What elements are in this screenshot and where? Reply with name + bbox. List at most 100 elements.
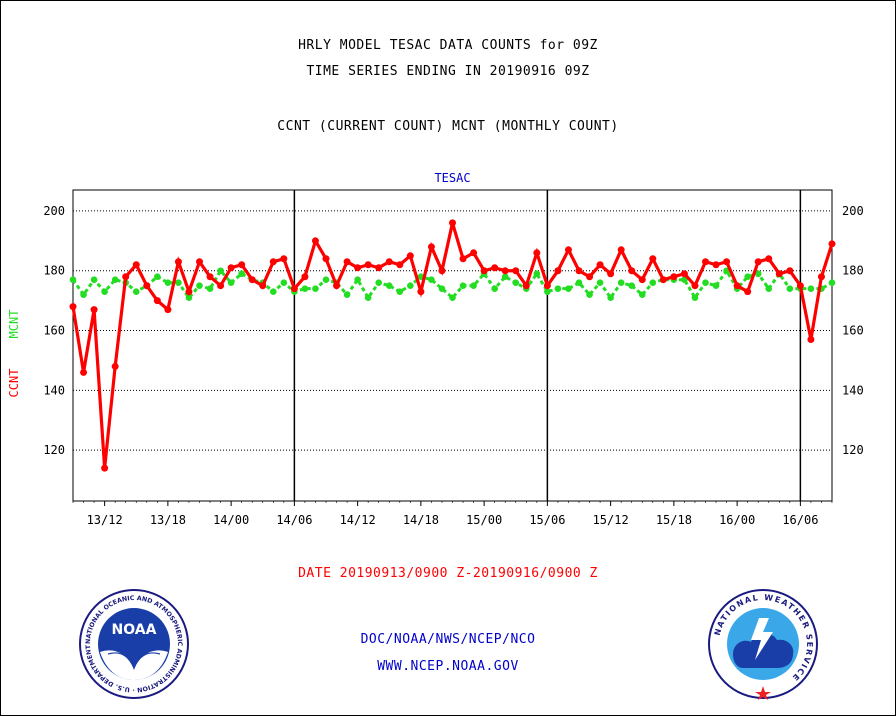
data-point-ccnt [196, 258, 203, 266]
data-point-ccnt [480, 267, 488, 275]
data-point-ccnt [301, 273, 309, 281]
data-point-ccnt [564, 246, 572, 254]
data-point-mcnt [786, 285, 794, 292]
data-point-mcnt [154, 273, 161, 281]
data-point-ccnt [712, 261, 720, 269]
data-point-mcnt [607, 294, 614, 301]
data-point-ccnt [449, 219, 456, 227]
data-point-ccnt [723, 258, 731, 266]
data-point-mcnt [101, 288, 108, 295]
data-point-mcnt [227, 279, 235, 287]
data-point-mcnt [206, 285, 214, 292]
chart-title-line-3: CCNT (CURRENT COUNT) MCNT (MONTHLY COUNT… [277, 119, 619, 134]
data-point-ccnt [596, 261, 604, 269]
data-point-ccnt [280, 255, 288, 263]
data-point-mcnt [438, 285, 446, 292]
data-point-ccnt [290, 285, 298, 293]
data-point-ccnt [80, 368, 88, 376]
data-point-mcnt [533, 270, 541, 278]
data-point-mcnt [428, 276, 435, 284]
url-label: WWW.NCEP.NOAA.GOV [377, 659, 519, 674]
data-point-ccnt [217, 282, 225, 290]
data-point-mcnt [765, 285, 773, 292]
data-point-mcnt [470, 282, 477, 289]
data-point-ccnt [533, 249, 541, 257]
org-label: DOC/NOAA/NWS/NCEP/NCO [360, 632, 536, 647]
data-point-mcnt [638, 291, 646, 298]
data-point-mcnt [491, 285, 498, 292]
data-point-mcnt [111, 276, 119, 284]
x-tick-label: 14/06 [276, 513, 312, 527]
data-point-ccnt [628, 267, 636, 275]
data-point-ccnt [607, 270, 615, 278]
data-point-mcnt [185, 294, 193, 301]
data-point-mcnt [449, 294, 456, 301]
data-point-ccnt [259, 282, 267, 290]
nws-logo: NATIONAL WEATHER SERVICE [708, 589, 818, 700]
x-tick-label: 14/18 [403, 513, 439, 527]
data-point-ccnt [375, 264, 383, 272]
data-point-ccnt [132, 261, 140, 269]
data-point-ccnt [406, 252, 414, 260]
x-tick-label: 14/12 [340, 513, 376, 527]
data-point-mcnt [407, 282, 414, 289]
data-point-mcnt [196, 282, 203, 289]
data-point-ccnt [385, 258, 393, 266]
data-point-ccnt [575, 267, 583, 275]
data-point-ccnt [227, 264, 235, 272]
data-point-ccnt [828, 240, 836, 248]
data-point-ccnt [680, 270, 688, 278]
data-point-mcnt [322, 276, 330, 284]
data-point-ccnt [459, 255, 467, 263]
data-point-ccnt [765, 255, 773, 263]
data-point-mcnt [807, 285, 815, 292]
date-range-label: DATE 20190913/0900 Z-20190916/0900 Z [298, 566, 598, 581]
data-point-ccnt [90, 306, 98, 314]
x-tick-label: 16/06 [782, 513, 818, 527]
data-point-mcnt [586, 291, 593, 298]
data-point-ccnt [744, 288, 752, 296]
data-point-ccnt [164, 306, 172, 314]
y-tick-label-left: 140 [43, 383, 65, 397]
data-point-mcnt [238, 270, 245, 278]
data-point-ccnt [775, 270, 783, 278]
data-point-ccnt [396, 261, 404, 269]
data-point-mcnt [80, 291, 87, 298]
data-point-mcnt [544, 288, 551, 295]
data-point-ccnt [101, 464, 109, 472]
y-tick-label-right: 200 [842, 204, 864, 218]
data-point-ccnt [269, 258, 277, 266]
data-point-ccnt [143, 282, 151, 290]
data-point-mcnt [712, 282, 720, 289]
plot-area [72, 189, 833, 502]
data-point-ccnt [491, 264, 499, 272]
data-point-ccnt [248, 276, 256, 284]
data-point-ccnt [522, 282, 530, 290]
chart-title-line-1: HRLY MODEL TESAC DATA COUNTS for 09Z [298, 38, 598, 53]
data-point-ccnt [786, 267, 794, 275]
data-point-ccnt [438, 267, 446, 275]
noaa-logo: NATIONAL OCEANIC AND ATMOSPHERIC ADMINIS… [78, 588, 189, 699]
data-point-mcnt [691, 294, 699, 301]
y-tick-label-right: 140 [842, 383, 864, 397]
data-point-ccnt [470, 249, 478, 257]
data-point-mcnt [343, 291, 351, 298]
x-tick-label: 16/00 [719, 513, 755, 527]
x-tick-label: 13/12 [87, 513, 123, 527]
data-point-ccnt [343, 258, 351, 266]
data-point-mcnt [575, 279, 583, 287]
data-point-ccnt [417, 288, 425, 296]
data-point-ccnt [554, 267, 562, 275]
data-point-ccnt [796, 282, 804, 290]
data-point-ccnt [586, 273, 594, 281]
data-point-ccnt [754, 258, 762, 266]
x-tick-label: 15/06 [529, 513, 565, 527]
y-tick-label-left: 180 [43, 264, 65, 278]
data-point-ccnt [174, 258, 182, 266]
data-point-ccnt [817, 273, 825, 281]
data-point-ccnt [702, 258, 709, 266]
data-point-ccnt [649, 255, 657, 263]
data-point-mcnt [754, 270, 762, 278]
data-point-mcnt [565, 285, 572, 292]
data-point-mcnt [217, 267, 224, 275]
